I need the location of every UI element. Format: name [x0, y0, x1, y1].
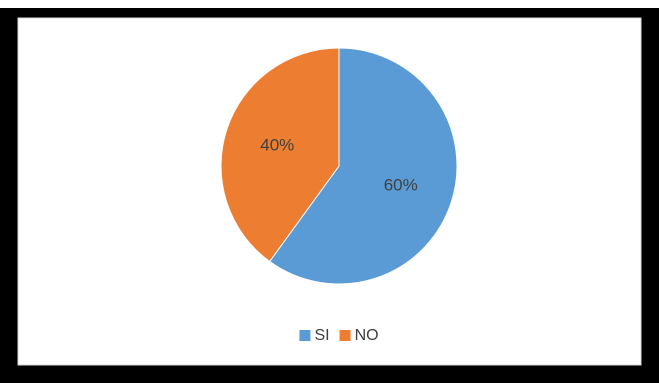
legend-swatch: [339, 330, 351, 341]
data-label: 60%: [384, 176, 418, 195]
legend-label: SI: [314, 327, 329, 344]
pie-slice: [220, 47, 340, 263]
pie-slice: [268, 47, 458, 285]
data-label: 40%: [260, 135, 294, 154]
legend-swatch: [299, 330, 311, 341]
legend-label: NO: [355, 327, 379, 344]
